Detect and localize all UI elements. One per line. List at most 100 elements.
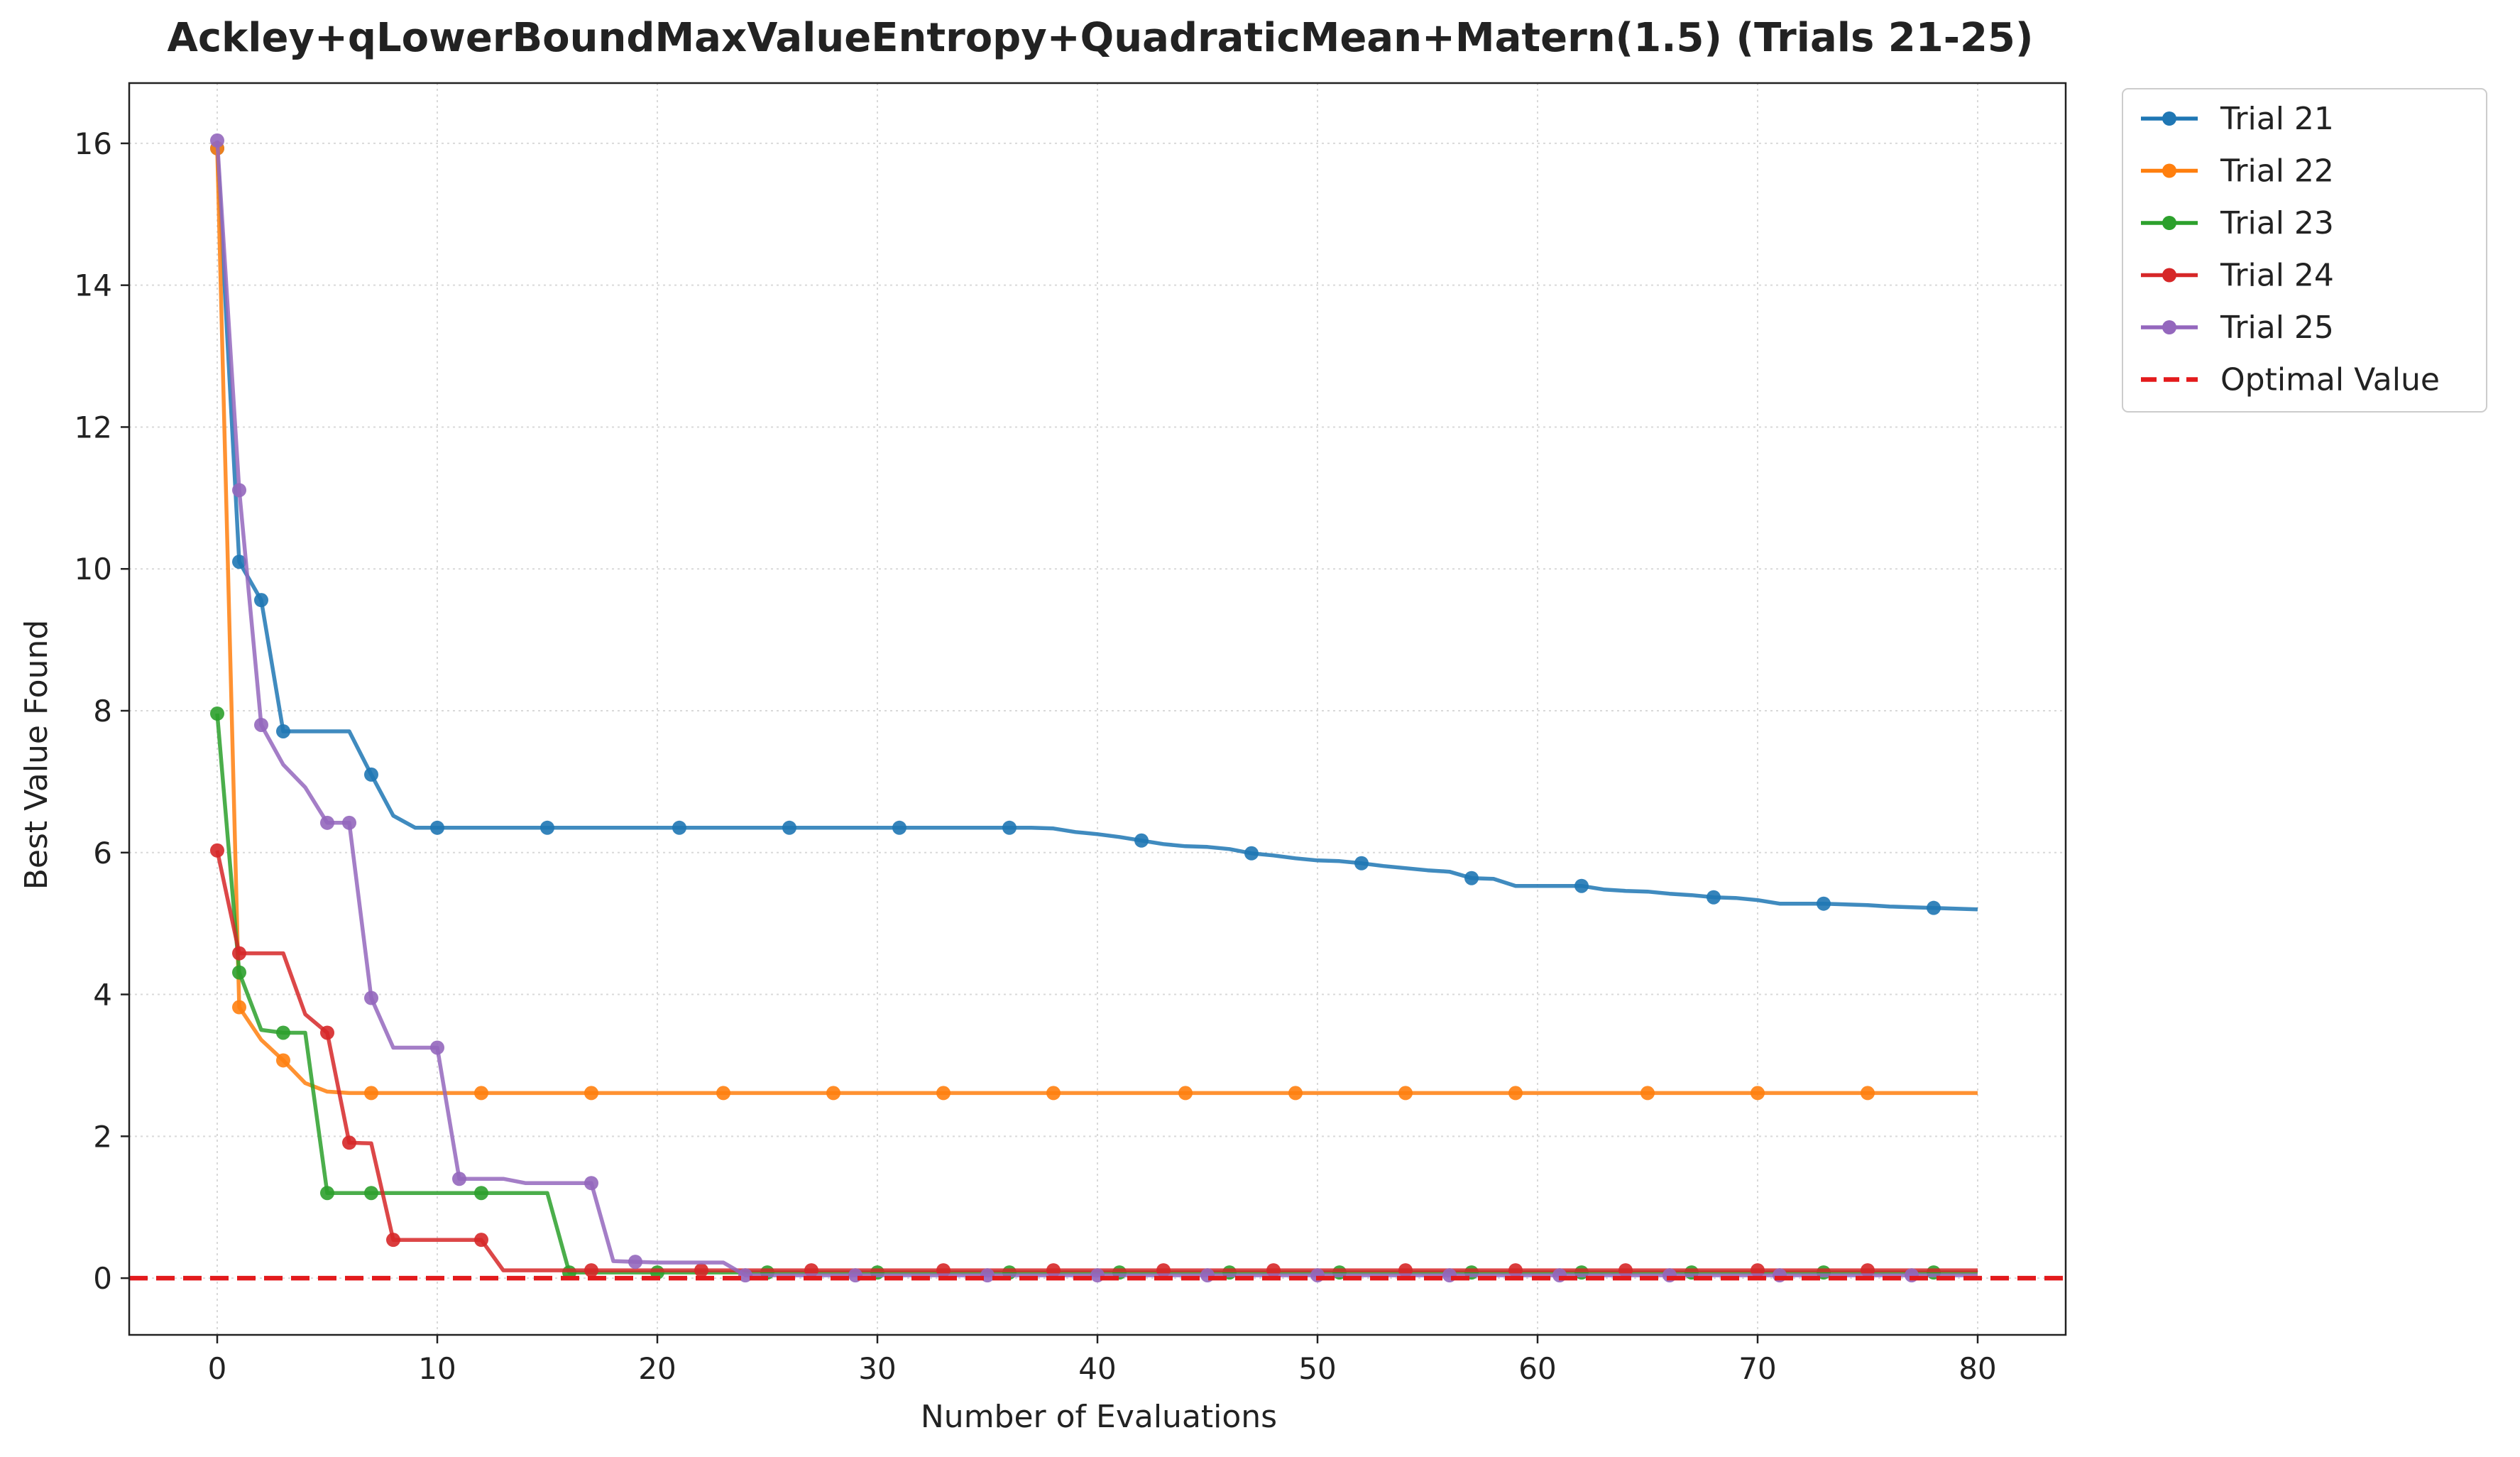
series-4	[210, 843, 1978, 1278]
data-point	[694, 1263, 708, 1278]
data-point	[1861, 1086, 1875, 1101]
data-point	[452, 1172, 466, 1186]
data-point	[1574, 878, 1589, 893]
data-point	[716, 1086, 730, 1101]
data-point	[1002, 820, 1017, 835]
data-point	[276, 1053, 290, 1068]
data-point	[1464, 871, 1479, 885]
data-point	[1640, 1086, 1655, 1101]
data-point	[1751, 1086, 1765, 1101]
x-tick-label: 40	[1078, 1351, 1116, 1386]
data-point	[584, 1086, 598, 1101]
chart-title: Ackley+qLowerBoundMaxValueEntropy+Quadra…	[168, 15, 2034, 61]
y-tick-label: 10	[75, 552, 112, 586]
series-3	[210, 706, 1978, 1280]
x-tick-label: 20	[638, 1351, 676, 1386]
data-point	[1398, 1086, 1413, 1101]
data-point	[826, 1086, 840, 1101]
series-line	[215, 148, 1978, 912]
data-point	[342, 1135, 356, 1150]
data-point	[430, 1040, 444, 1055]
data-point	[232, 1000, 246, 1015]
data-point	[276, 1025, 290, 1040]
data-point	[672, 820, 686, 835]
legend-item: Trial 22	[2141, 153, 2334, 190]
data-point	[210, 133, 224, 148]
data-point	[1508, 1086, 1523, 1101]
legend-swatch-marker	[2162, 163, 2176, 178]
data-point	[364, 991, 378, 1005]
data-point	[386, 1233, 400, 1248]
legend-label: Trial 23	[2220, 205, 2334, 241]
legend-label: Trial 22	[2220, 153, 2334, 190]
data-point	[628, 1255, 642, 1270]
data-point	[320, 1186, 334, 1201]
data-point	[1707, 890, 1721, 905]
data-point	[936, 1086, 951, 1101]
grid-lines	[129, 83, 2066, 1335]
data-point	[782, 820, 796, 835]
data-point	[540, 820, 554, 835]
data-point	[584, 1263, 598, 1278]
data-point	[430, 820, 444, 835]
data-point	[232, 483, 246, 498]
x-axis-label: Number of Evaluations	[921, 1399, 1277, 1435]
series-layer	[210, 133, 1978, 1283]
legend-item: Optimal Value	[2141, 362, 2440, 398]
legend-item: Trial 23	[2141, 205, 2334, 241]
data-point	[364, 767, 378, 782]
y-tick-label: 16	[75, 126, 112, 161]
data-point	[364, 1186, 378, 1201]
x-tick-label: 60	[1518, 1351, 1556, 1386]
series-5	[210, 133, 1978, 1283]
x-tick-label: 30	[858, 1351, 896, 1386]
x-tick-label: 10	[418, 1351, 456, 1386]
data-point	[1046, 1086, 1061, 1101]
y-tick-label: 2	[93, 1119, 112, 1154]
legend-swatch-marker	[2162, 111, 2176, 126]
data-point	[1817, 896, 1831, 911]
y-tick-label: 12	[75, 410, 112, 444]
legend-label: Trial 21	[2220, 101, 2334, 137]
data-point	[584, 1176, 598, 1191]
y-tick-label: 14	[75, 268, 112, 303]
data-point	[1927, 900, 1941, 915]
legend: Trial 21 Trial 22 Trial 23 Trial 24 Trial 25…	[2122, 88, 2487, 413]
data-point	[254, 717, 268, 732]
data-point	[892, 820, 906, 835]
data-point	[320, 1025, 334, 1040]
y-tick-label: 4	[93, 978, 112, 1013]
series-1	[210, 141, 1978, 915]
legend-swatch-marker	[2162, 320, 2176, 334]
legend-swatch-marker	[2162, 216, 2176, 230]
y-tick-label: 6	[93, 836, 112, 871]
data-point	[276, 724, 290, 738]
data-point	[1354, 856, 1369, 871]
data-point	[738, 1268, 752, 1283]
data-point	[232, 946, 246, 961]
data-point	[232, 965, 246, 980]
x-tick-label: 0	[208, 1351, 227, 1386]
data-point	[210, 843, 224, 858]
data-point	[320, 815, 334, 830]
data-point	[254, 593, 268, 608]
data-point	[474, 1233, 488, 1248]
y-tick-label: 0	[93, 1261, 112, 1296]
data-point	[474, 1186, 488, 1201]
y-axis-label: Best Value Found	[18, 620, 55, 890]
legend-swatch-marker	[2162, 268, 2176, 283]
data-point	[210, 706, 224, 721]
data-point	[474, 1086, 488, 1101]
legend-item: Trial 21	[2141, 101, 2334, 137]
x-axis-ticks: 0 10 20 30 40 50 60 70 80	[208, 1335, 1997, 1386]
data-point	[1178, 1086, 1193, 1101]
series-line	[215, 148, 1978, 1096]
data-point	[232, 555, 246, 569]
legend-label: Trial 24	[2220, 258, 2334, 294]
legend-item: Trial 24	[2141, 258, 2334, 294]
series-2	[210, 141, 1978, 1101]
data-point	[1288, 1086, 1303, 1101]
legend-item: Trial 25	[2141, 310, 2334, 346]
legend-label: Optimal Value	[2220, 362, 2440, 398]
